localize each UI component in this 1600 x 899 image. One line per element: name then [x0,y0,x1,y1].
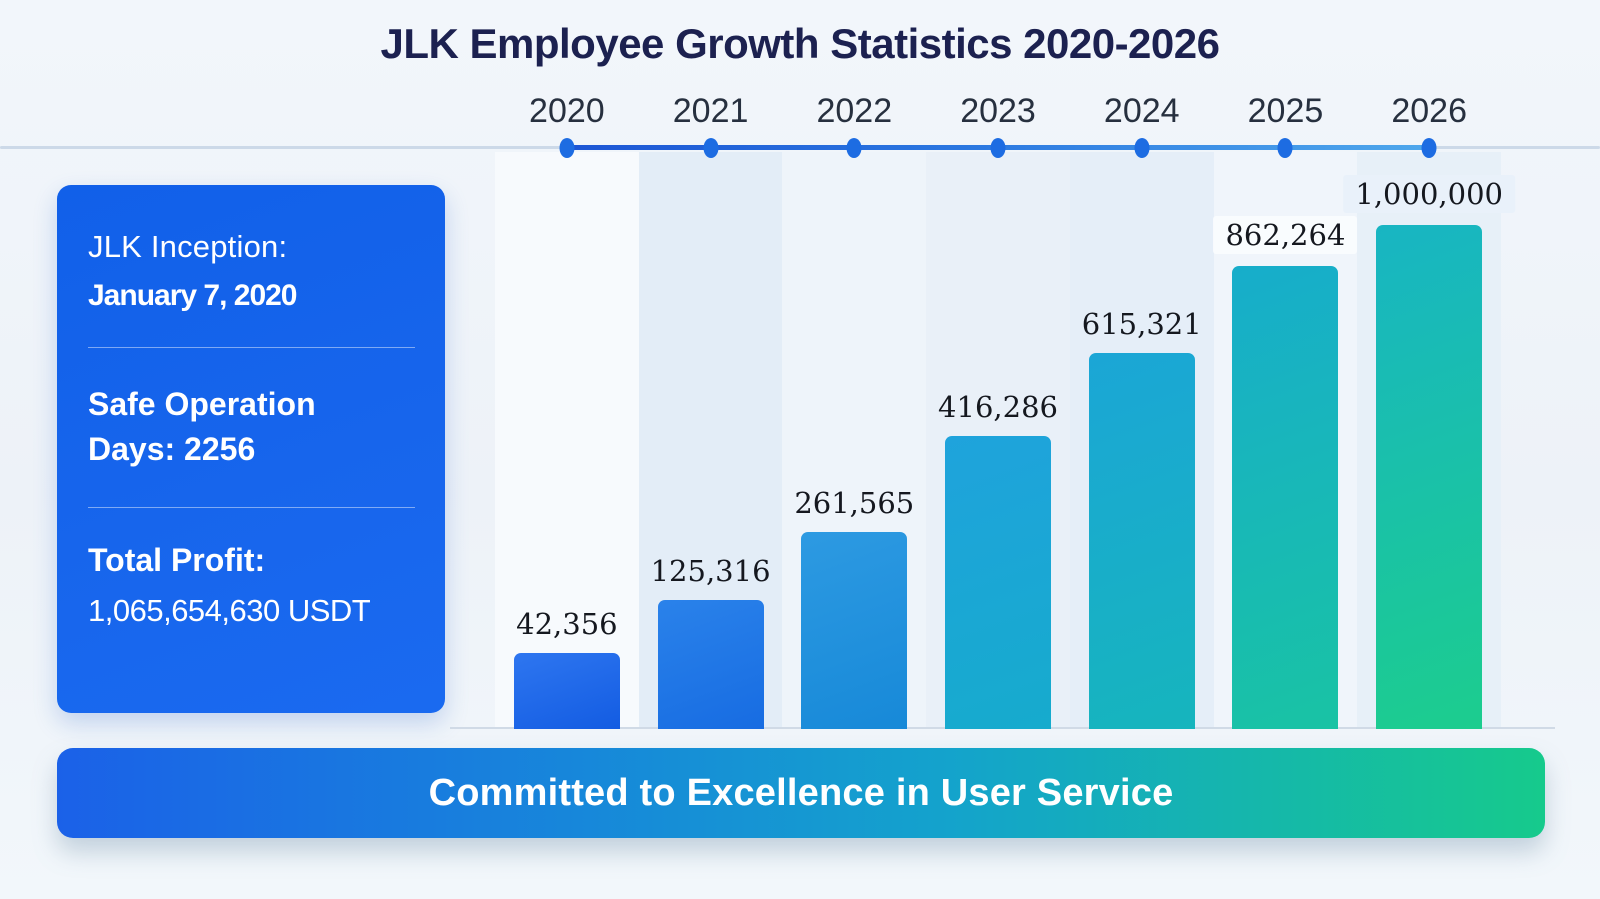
timeline-dot [703,138,719,158]
bar-value-label: 125,316 [650,554,771,588]
bar-value-label: 42,356 [516,607,618,641]
year-label: 2026 [1391,92,1467,130]
inception-label: JLK Inception: [88,229,288,264]
bar-2025 [1232,266,1339,729]
timeline-dot [1134,138,1150,158]
bar-2026 [1376,225,1483,729]
banner-text: Committed to Excellence in User Service [428,771,1174,814]
year-label: 2020 [529,92,605,130]
year-label: 2024 [1103,92,1180,130]
bar-value-label: 862,264 [1213,216,1358,254]
year-label: 2023 [960,92,1036,130]
profit-value: 1,065,654,630 USDT [88,592,371,628]
bar-2023 [945,436,1052,729]
page-title: JLK Employee Growth Statistics 2020-2026 [380,20,1220,67]
timeline-dot [990,138,1006,158]
operation-label-line2: Days: 2256 [88,431,256,468]
timeline-dot [846,138,862,158]
year-label: 2022 [816,92,893,130]
chart-column-2022: 2022 261,565 [782,92,927,729]
chart-area: 2020 42,356 2021 125,316 2022 261,565 2023 416,… [495,92,1515,729]
bar-2024 [1088,353,1195,729]
panel-divider [88,506,415,508]
bar-2022 [801,532,908,729]
bar-value-label: 1,000,000 [1343,175,1515,213]
bar-value-label: 261,565 [794,486,915,520]
operation-label-line1: Safe Operation [88,386,316,422]
chart-column-2025: 2025 862,264 [1213,92,1358,729]
bar-2021 [657,600,764,729]
inception-value: January 7, 2020 [88,279,298,312]
profit-label: Total Profit: [88,541,266,578]
chart-column-2021: 2021 125,316 [638,92,783,729]
timeline-dot [1421,138,1437,158]
year-label: 2021 [672,92,749,130]
bar-2020 [513,653,620,729]
chart-column-2020: 2020 42,356 [495,92,639,729]
bar-value-label: 615,321 [1081,307,1202,341]
info-panel: JLK Inception: January 7, 2020 Safe Oper… [57,185,445,713]
timeline-dot [559,138,575,158]
panel-divider [88,347,415,348]
chart-column-2026: 2026 1,000,000 [1343,92,1515,729]
bar-value-label: 416,286 [938,390,1058,424]
chart-column-2024: 2024 615,321 [1069,92,1214,729]
timeline-dot [1277,138,1293,158]
chart-column-2023: 2023 416,286 [926,92,1070,729]
footer-banner: Committed to Excellence in User Service [57,748,1545,838]
year-label: 2025 [1247,92,1324,130]
